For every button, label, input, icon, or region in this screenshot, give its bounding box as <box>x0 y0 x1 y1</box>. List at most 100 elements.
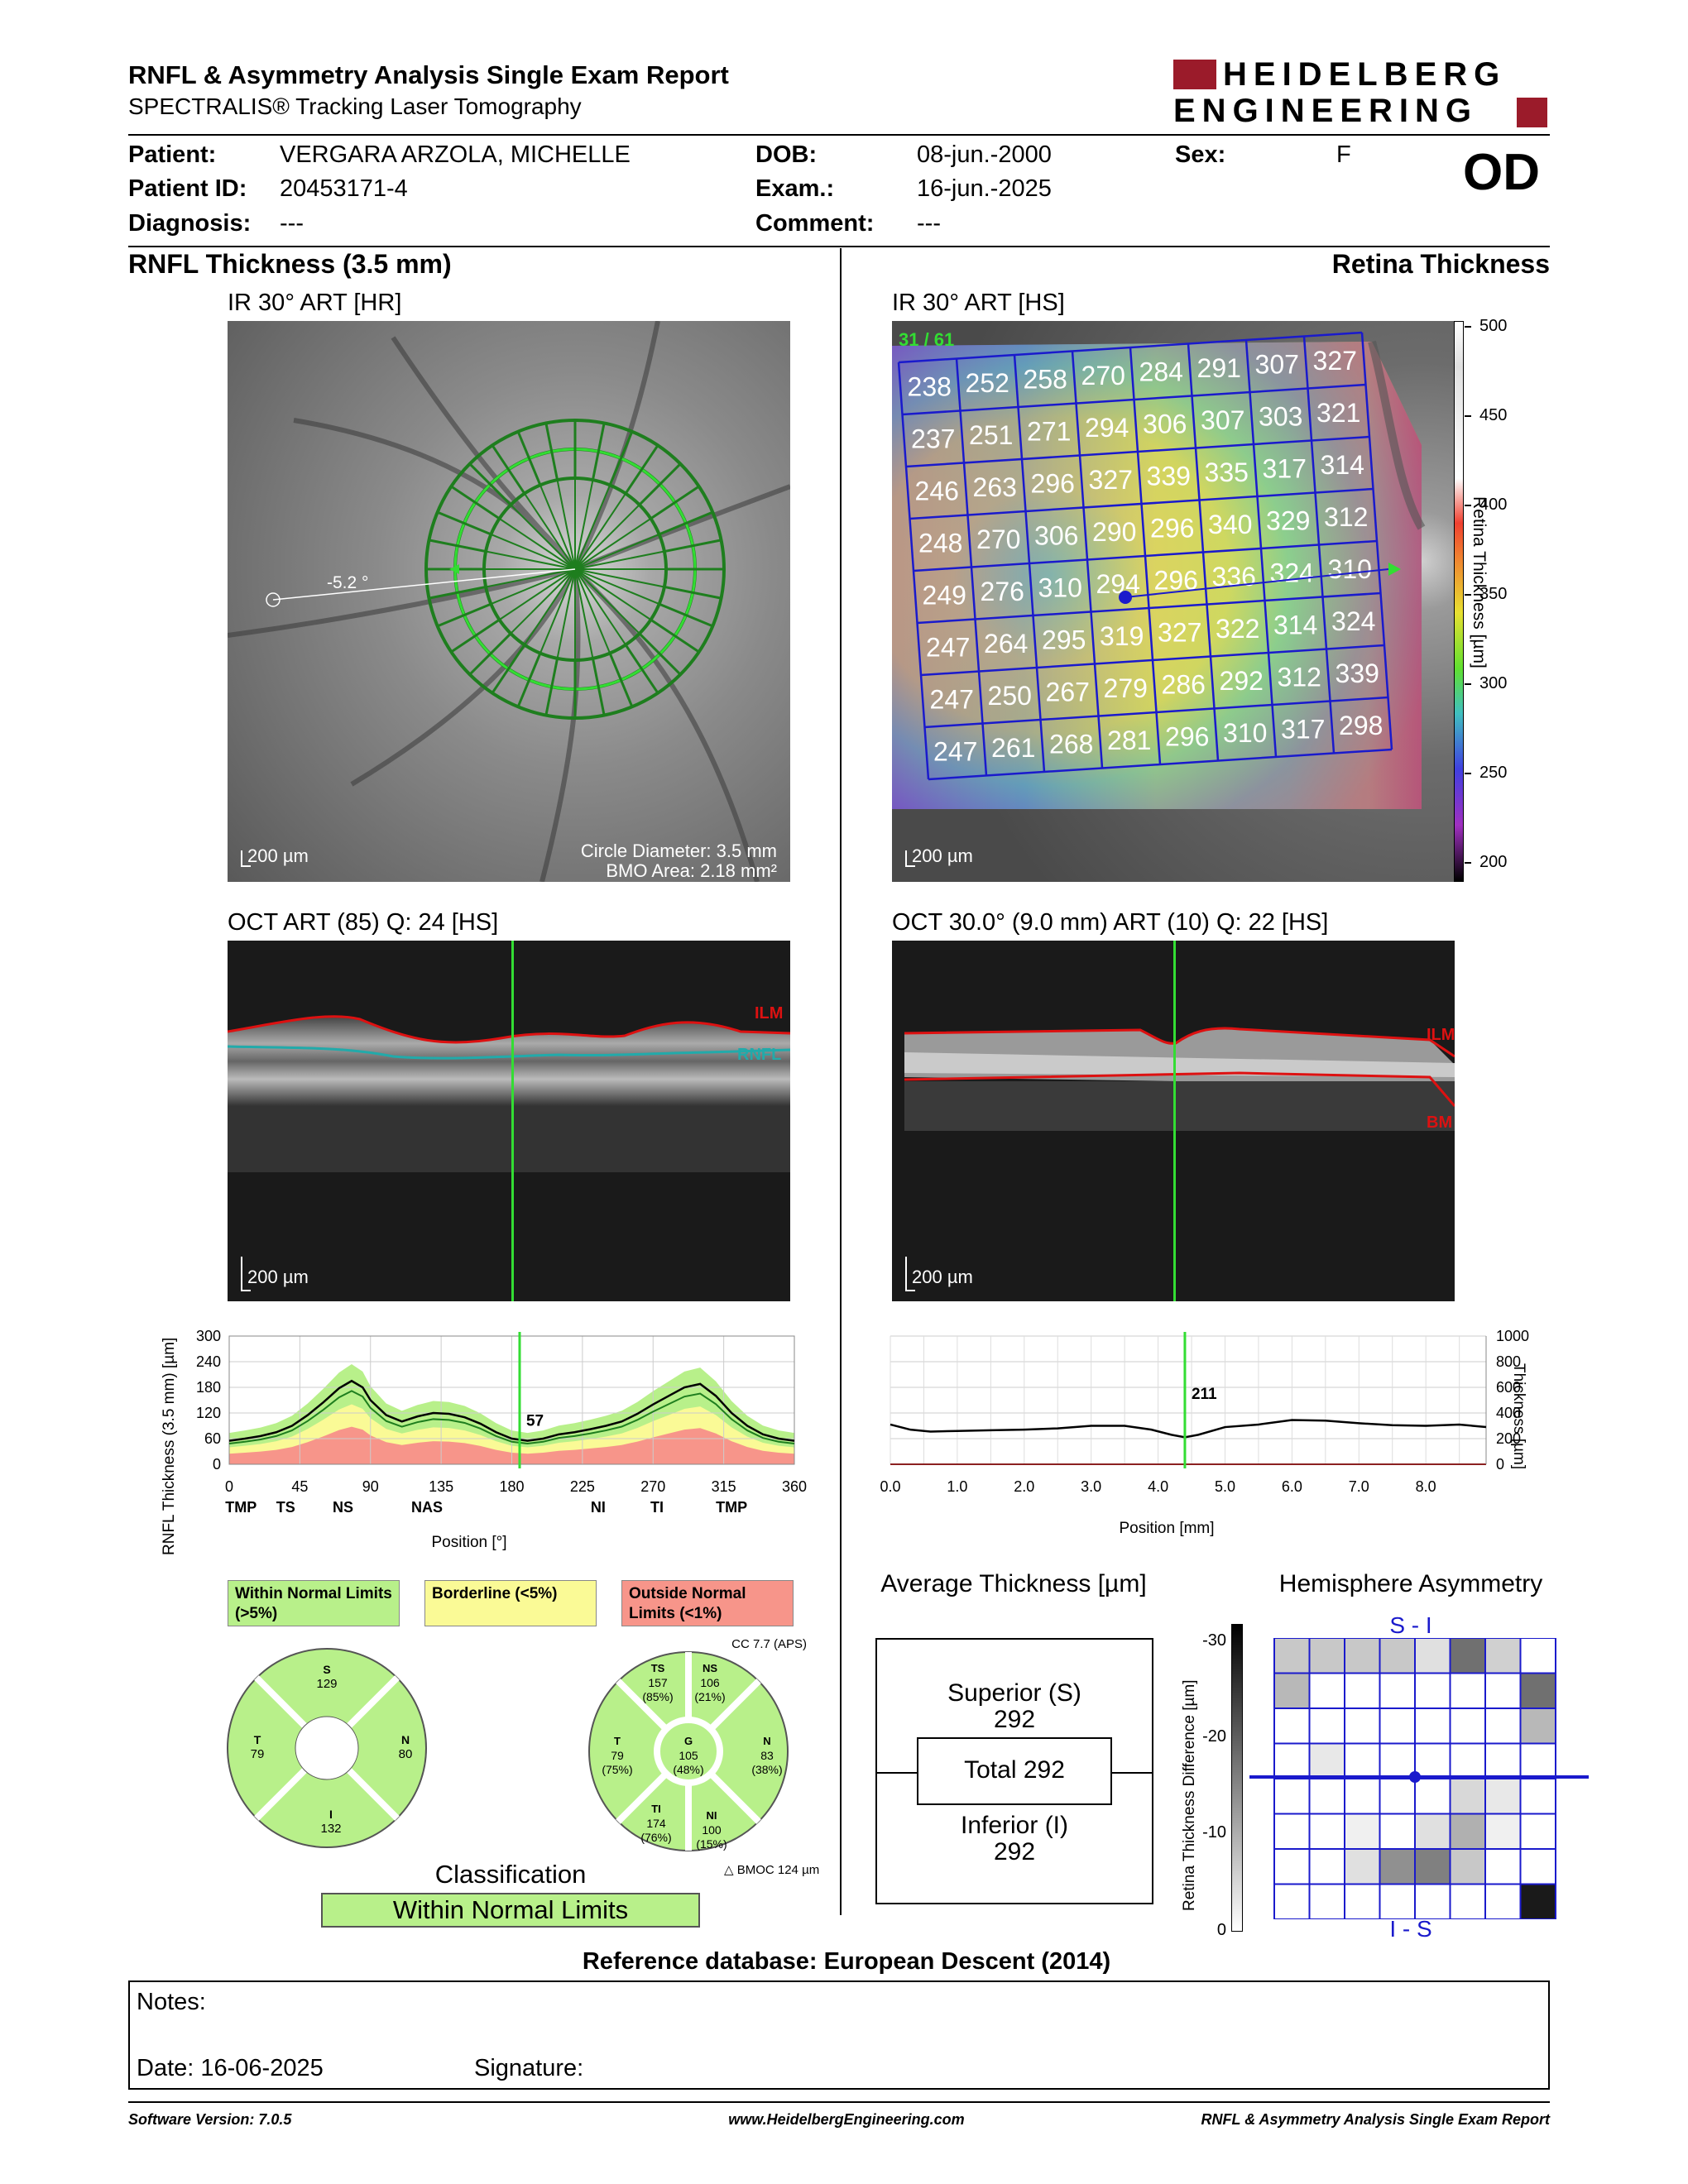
hemi-cell <box>1273 1707 1311 1745</box>
colorbar-tick-label: 300 <box>1479 674 1508 692</box>
hemi-cell <box>1414 1883 1451 1919</box>
y-tick-label: 800 <box>1496 1353 1521 1370</box>
hemi-cell <box>1414 1742 1451 1779</box>
grid-cell-value: 294 <box>1085 413 1129 443</box>
colorbar-tick-label: 400 <box>1479 496 1508 514</box>
dob-label: DOB: <box>755 141 818 168</box>
eye-label: OD <box>1463 144 1540 201</box>
hemi-cell <box>1308 1848 1345 1885</box>
colorbar-tick-label: 500 <box>1479 317 1508 335</box>
grid-cell-value: 306 <box>1034 520 1078 550</box>
grid-cell-value: 261 <box>991 733 1035 763</box>
hemi-cell <box>1308 1638 1345 1674</box>
y-tick-label: 0 <box>213 1456 221 1473</box>
hemi-cell <box>1449 1742 1486 1779</box>
y-tick-label: 300 <box>196 1328 221 1344</box>
grid-cell-value: 276 <box>981 577 1024 606</box>
comment: --- <box>917 210 941 237</box>
grid-cell-value: 290 <box>1092 517 1136 547</box>
ilm-label-right: ILM <box>1427 1026 1455 1044</box>
pie1-i-label: I <box>329 1808 333 1821</box>
grid-cell-value: 310 <box>1223 718 1267 748</box>
hemi-cell <box>1484 1742 1522 1779</box>
grid-cell-value: 324 <box>1331 606 1375 636</box>
hemi-cell <box>1344 1848 1381 1885</box>
oct-right-title: OCT 30.0° (9.0 mm) ART (10) Q: 22 [HS] <box>892 909 1329 936</box>
y-tick-label: 1000 <box>1496 1328 1529 1344</box>
ir-fundus-image-left: -5.2 ° 200 µm Circle Diameter: 3.5 mm BM… <box>228 321 790 882</box>
hemi-tick-label: -20 <box>1202 1727 1226 1746</box>
grid-cell-value: 268 <box>1049 729 1093 759</box>
pie1-n-value: 80 <box>398 1747 413 1761</box>
grid-cell-value: 296 <box>1165 721 1209 751</box>
footer-url[interactable]: www.HeidelbergEngineering.com <box>728 2111 965 2128</box>
hemi-cell <box>1414 1638 1451 1674</box>
sector-label: NAS <box>411 1499 443 1516</box>
hemi-cell <box>1449 1813 1486 1850</box>
hemi-cell <box>1519 1813 1556 1850</box>
x-tick-label: 1.0 <box>947 1478 967 1495</box>
grid-cell-value: 251 <box>969 420 1013 450</box>
pie2-n-text: 83 <box>760 1749 774 1762</box>
pie2-t-text: T <box>614 1735 621 1747</box>
hemi-cell <box>1449 1883 1486 1919</box>
x-tick-label: 225 <box>570 1478 595 1495</box>
y-tick-label: 60 <box>204 1430 221 1447</box>
x-tick-label: 0.0 <box>880 1478 900 1495</box>
diagnosis-label: Diagnosis: <box>128 210 252 237</box>
hemi-cell <box>1308 1883 1345 1919</box>
hemi-cell <box>1379 1707 1416 1745</box>
hemi-cell <box>1414 1778 1451 1815</box>
hemi-cell <box>1344 1707 1381 1745</box>
sector-pie-4 <box>227 1648 427 1848</box>
hemi-bottom-label: I - S <box>1389 1916 1432 1942</box>
x-tick-label: 3.0 <box>1081 1478 1101 1495</box>
patient-label: Patient: <box>128 141 217 168</box>
hemi-cell <box>1484 1707 1522 1745</box>
pie2-n-text: (38%) <box>751 1763 783 1776</box>
grid-cell-value: 307 <box>1255 349 1299 379</box>
hemi-axis-label: Retina Thickness Difference [µm] <box>1181 1679 1198 1911</box>
legend-outside-normal: Outside Normal Limits (<1%) <box>621 1580 794 1626</box>
grid-cell-value: 270 <box>1081 361 1125 390</box>
grid-cell-value: 295 <box>1042 625 1086 654</box>
x-tick-label: 0 <box>225 1478 233 1495</box>
oct-right-cursor <box>1173 941 1176 1301</box>
x-tick-label: 270 <box>640 1478 665 1495</box>
software-version: Software Version: 7.0.5 <box>128 2111 292 2128</box>
hemi-tick-label: 0 <box>1216 1921 1226 1939</box>
colorbar-tick-label: 200 <box>1479 853 1508 871</box>
patient-id: 20453171-4 <box>280 175 408 202</box>
x-tick-label: 135 <box>429 1478 453 1495</box>
sector-label: TMP <box>716 1499 747 1516</box>
hemi-cell <box>1308 1742 1345 1779</box>
hemi-cell <box>1379 1813 1416 1850</box>
ir-left-title: IR 30° ART [HR] <box>228 290 402 316</box>
hemi-cell <box>1379 1848 1416 1885</box>
circle-diameter: Circle Diameter: 3.5 mm <box>580 841 777 861</box>
colorbar-tick-label: 450 <box>1479 406 1508 424</box>
hemi-cell <box>1519 1707 1556 1745</box>
grid-cell-value: 339 <box>1147 461 1191 491</box>
grid-cell-value: 335 <box>1205 457 1249 487</box>
pie2-ts-text: 157 <box>648 1676 668 1689</box>
hemi-top-label: S - I <box>1389 1612 1432 1638</box>
notes-label: Notes: <box>137 1989 206 2015</box>
sector-label: TI <box>650 1499 664 1516</box>
retina-chart-xlabel: Position [mm] <box>1119 1520 1215 1537</box>
grid-cell-value: 281 <box>1107 726 1151 755</box>
grid-cell-value: 324 <box>1270 558 1314 587</box>
y-tick-label: 0 <box>1496 1456 1504 1473</box>
notes-box[interactable]: Notes: Date: 16-06-2025 Signature: <box>128 1980 1550 2090</box>
hemi-cell <box>1273 1742 1311 1779</box>
cursor-value: 211 <box>1192 1386 1217 1403</box>
hemi-cell <box>1344 1742 1381 1779</box>
x-tick-label: 315 <box>712 1478 736 1495</box>
diagnosis: --- <box>280 210 304 237</box>
hemi-cell <box>1519 1778 1556 1815</box>
hemi-cell <box>1519 1742 1556 1779</box>
pie2-ns-text: (21%) <box>694 1690 726 1703</box>
hemi-cell <box>1344 1883 1381 1919</box>
grid-cell-value: 317 <box>1281 714 1325 744</box>
rnfl-profile-chart: 57 300 240 180 120 60 00 45 90 135 180 225 270 315 360… <box>196 1328 807 1516</box>
